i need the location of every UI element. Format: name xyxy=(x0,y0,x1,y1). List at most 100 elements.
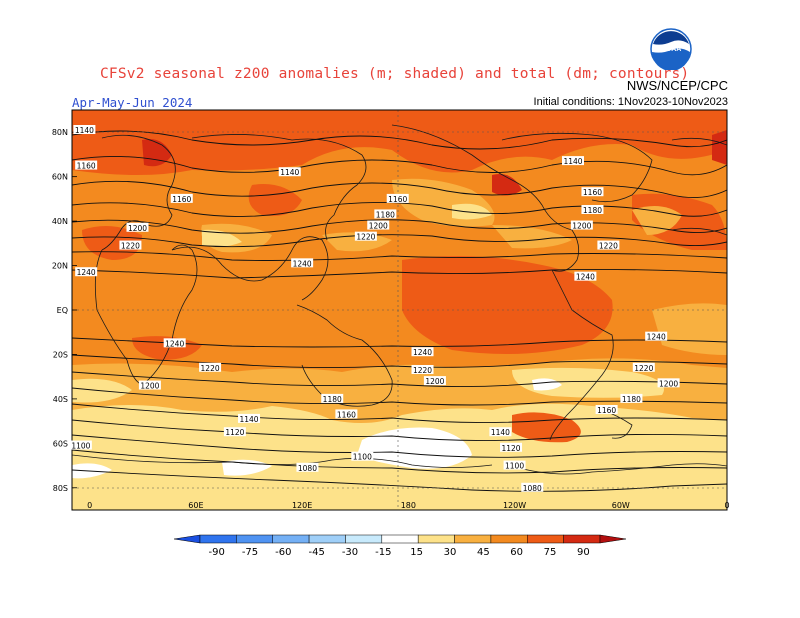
lat-tick-label: 20N xyxy=(52,262,68,271)
colorbar-arrow-high xyxy=(599,534,627,544)
initial-conditions: Initial conditions: 1Nov2023-10Nov2023 xyxy=(533,96,728,108)
svg-text:1160: 1160 xyxy=(77,162,96,171)
colorbar: -90 -75 -60 -45 -30 -15 15 30 45 60 75 90 xyxy=(173,534,627,558)
svg-text:1220: 1220 xyxy=(634,364,653,373)
contour-label: 1160 xyxy=(335,409,358,419)
svg-text:1100: 1100 xyxy=(505,462,524,471)
colorbar-swatch xyxy=(345,534,383,544)
lat-tick-label: EQ xyxy=(57,306,68,315)
svg-text:1220: 1220 xyxy=(201,364,220,373)
contour-label: 1200 xyxy=(126,222,149,233)
colorbar-label: -75 xyxy=(242,547,258,558)
colorbar-label: 90 xyxy=(577,547,590,558)
contour-label: 1100 xyxy=(69,440,92,451)
contour-label: 1240 xyxy=(75,267,98,277)
colorbar-swatch xyxy=(199,534,237,544)
contour-label: 1080 xyxy=(521,482,544,493)
contour-label: 1080 xyxy=(296,462,319,473)
lat-tick-label: 80N xyxy=(52,128,68,137)
contour-label: 1220 xyxy=(632,362,655,373)
anomaly-60-75-north xyxy=(72,110,727,175)
svg-text:1140: 1140 xyxy=(563,157,582,166)
colorbar-swatch xyxy=(236,534,273,544)
contour-label: 1200 xyxy=(657,378,680,388)
colorbar-label: -90 xyxy=(208,547,224,558)
lon-tick-label: 0 xyxy=(87,501,92,510)
colorbar-arrow-low xyxy=(173,534,201,544)
svg-text:1120: 1120 xyxy=(501,444,520,453)
contour-label: 1180 xyxy=(374,209,397,219)
contour-label: 1100 xyxy=(503,460,526,471)
lat-tick-label: 20S xyxy=(53,350,68,359)
anomaly-neutral xyxy=(357,427,472,469)
svg-text:1140: 1140 xyxy=(239,415,258,424)
contour-label: 1220 xyxy=(597,240,620,251)
colorbar-label: -60 xyxy=(275,547,291,558)
colorbar-label: 30 xyxy=(444,547,457,558)
svg-text:1200: 1200 xyxy=(572,222,591,231)
contour-label: 1140 xyxy=(278,167,301,177)
contour-label: 1160 xyxy=(595,405,618,415)
svg-text:1240: 1240 xyxy=(165,339,184,348)
svg-text:1220: 1220 xyxy=(599,242,618,251)
svg-text:1200: 1200 xyxy=(425,377,444,386)
svg-text:1180: 1180 xyxy=(583,206,602,215)
colorbar-label: -30 xyxy=(342,547,358,558)
anomaly-map: 80N 60N 40N 20N EQ 20S 40S 60S 80S 0 60E 120E 180 12… xyxy=(52,109,730,511)
svg-text:1160: 1160 xyxy=(172,195,191,204)
contour-label: 1220 xyxy=(199,362,222,373)
svg-text:1100: 1100 xyxy=(71,442,90,451)
svg-text:1080: 1080 xyxy=(523,484,542,493)
contour-label: 1140 xyxy=(561,156,584,166)
svg-text:1180: 1180 xyxy=(376,210,395,219)
svg-text:1180: 1180 xyxy=(622,395,641,404)
contour-label: 1100 xyxy=(351,451,374,462)
lon-tick-label: 180 xyxy=(401,501,416,510)
contour-label: 1220 xyxy=(354,231,377,242)
colorbar-label: 60 xyxy=(510,547,523,558)
contour-label: 1200 xyxy=(367,220,390,231)
svg-text:1180: 1180 xyxy=(323,395,342,404)
lat-tick-label: 60N xyxy=(52,173,68,182)
svg-text:1160: 1160 xyxy=(388,195,407,204)
colorbar-swatch xyxy=(527,534,564,544)
contour-label: 1240 xyxy=(574,271,597,282)
svg-text:1160: 1160 xyxy=(583,188,602,197)
svg-text:1240: 1240 xyxy=(413,348,432,357)
lon-tick-label: 120E xyxy=(292,501,312,510)
svg-text:1240: 1240 xyxy=(77,268,96,277)
colorbar-swatch xyxy=(308,534,346,544)
colorbar-label: 75 xyxy=(544,547,557,558)
svg-text:1120: 1120 xyxy=(225,428,244,437)
contour-label: 1180 xyxy=(581,205,604,215)
lat-tick-label: 60S xyxy=(53,439,68,448)
svg-text:1220: 1220 xyxy=(413,366,432,375)
svg-text:1080: 1080 xyxy=(298,464,317,473)
contour-label: 1240 xyxy=(163,338,186,348)
contour-label: 1180 xyxy=(321,393,344,404)
contour-label: 1120 xyxy=(500,442,523,453)
svg-text:1100: 1100 xyxy=(353,453,372,462)
anomaly-60-75-tropics xyxy=(402,256,613,354)
lon-tick-labels: 0 60E 120E 180 120W 60W 0 xyxy=(87,501,729,510)
map-title: CFSv2 seasonal z200 anomalies (m; shaded… xyxy=(100,66,690,82)
svg-text:1240: 1240 xyxy=(647,333,666,342)
lon-tick-label: 60W xyxy=(612,501,630,510)
contour-label: 1200 xyxy=(423,376,446,386)
colorbar-swatch xyxy=(563,534,601,544)
lon-tick-label: 0 xyxy=(724,501,729,510)
contour-label: 1180 xyxy=(620,393,643,404)
contour-label: 1200 xyxy=(570,220,593,231)
contour-label: 1160 xyxy=(170,193,193,204)
lon-tick-label: 60E xyxy=(188,501,203,510)
svg-text:1220: 1220 xyxy=(121,242,140,251)
colorbar-swatch xyxy=(454,534,492,544)
contour-label: 1240 xyxy=(411,347,434,357)
svg-text:1140: 1140 xyxy=(491,428,510,437)
contour-label: 1160 xyxy=(581,187,604,197)
colorbar-swatch xyxy=(490,534,528,544)
lat-tick-label: 80S xyxy=(53,484,68,493)
contour-label: 1240 xyxy=(645,331,668,342)
lat-lon-grid xyxy=(72,110,727,510)
colorbar-label: 45 xyxy=(477,547,490,558)
